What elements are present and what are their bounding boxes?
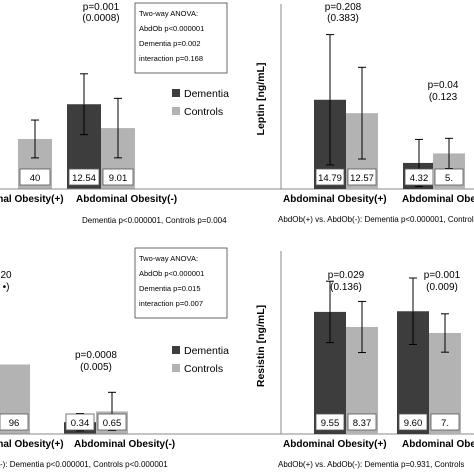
p-value-annotation: p=0.04 — [428, 80, 459, 91]
legend-label-dementia: Dementia — [184, 345, 229, 357]
y-axis-label: Resistin [ng/mL] — [255, 305, 267, 387]
x-tick-label: Abdominal Obesity(+) — [283, 439, 387, 450]
anova-text: Dementia p=0.002 — [139, 39, 201, 48]
chart-panel-top-right: 14.79 4.32 12.57 5. Abdominal Obesity(+) Abdo… — [0, 2, 474, 224]
anova-text: interaction p=0.007 — [139, 299, 203, 308]
legend-swatch-controls — [172, 364, 180, 372]
y-axis-label: Leptin [ng/mL] — [255, 63, 267, 136]
data-label: 8.37 — [353, 418, 372, 429]
data-label: 9.55 — [321, 418, 340, 429]
data-label-box — [430, 413, 460, 431]
legend-swatch-controls — [172, 107, 180, 115]
data-label-box — [347, 413, 377, 431]
legend-label-dementia: Dementia — [184, 88, 229, 100]
data-label-box — [347, 168, 377, 186]
x-tick-label: Abdominal Obesity(-) — [402, 439, 474, 450]
p-value-annotation: p=0.208 — [325, 2, 362, 13]
legend-swatch-dementia — [172, 89, 180, 97]
data-label: 0.34 — [71, 418, 90, 429]
anova-text: Two-way ANOVA: — [139, 254, 198, 263]
data-label-box — [315, 413, 345, 431]
anova-box — [134, 247, 228, 319]
data-label: 14.79 — [318, 173, 342, 184]
anova-text: Dementia p=0.015 — [139, 284, 201, 293]
data-label: 12.57 — [350, 173, 374, 184]
p-value-annotation: (0.005) — [80, 362, 112, 373]
data-label-box — [398, 413, 428, 431]
legend: Dementia Controls — [172, 88, 229, 118]
p-value-annotation: (0.009) — [426, 282, 458, 293]
data-label-box — [434, 168, 464, 186]
data-label-box — [102, 168, 134, 186]
legend-label-controls: Controls — [184, 363, 223, 375]
data-label: 5. — [445, 173, 453, 184]
data-label-box — [19, 168, 51, 186]
footnote: AbdOb(+) vs. AbdOb(-): Dementia p=0.931,… — [278, 460, 464, 469]
x-tick-label: Abdominal Obesity(+) — [283, 194, 387, 205]
anova-text: interaction p=0.168 — [139, 54, 203, 63]
data-label: 9.60 — [404, 418, 423, 429]
data-label-box — [68, 168, 100, 186]
data-label: 4.32 — [410, 173, 429, 184]
legend-swatch-dementia — [172, 346, 180, 354]
x-tick-label: Abdominal Obesity(-) — [76, 194, 177, 205]
p-value-annotation: (0.136) — [330, 282, 362, 293]
data-label-box — [315, 168, 345, 186]
footnote: -): Dementia p<0.000001, Controls p<0.00… — [0, 460, 168, 469]
data-label: 12.54 — [72, 173, 96, 184]
p-value-annotation: p=0.029 — [328, 270, 365, 281]
p-value-annotation: •) — [3, 282, 10, 293]
data-label: 9.01 — [109, 173, 128, 184]
p-value-annotation: p=0.0008 — [75, 350, 117, 361]
chart-panel-top-left: 12.54 40 9.01 Abdominal Obesity(+) Abdominal… — [0, 2, 232, 225]
anova-box — [134, 2, 228, 74]
p-value-annotation: (0.383) — [327, 13, 359, 24]
x-tick-label: Abdominal Obesity(-) — [74, 439, 175, 450]
data-label: 0.65 — [103, 418, 122, 429]
x-tick-label: Abdominal Obesity(+) — [0, 439, 64, 450]
chart-panel-bottom-left: 0.34 96 0.65 Abdominal Obesity(+) Abdominal … — [0, 247, 232, 469]
legend-label-controls: Controls — [184, 106, 223, 118]
p-value-annotation: p=0.001 — [83, 2, 120, 13]
x-tick-label: Abdominal Obesity(-) — [402, 194, 474, 205]
p-value-annotation: (0.0008) — [82, 13, 119, 24]
p-value-annotation: (0.123 — [429, 92, 458, 103]
data-label-box — [0, 413, 29, 431]
data-label-box — [97, 413, 127, 431]
anova-text: AbdOb p<0.000001 — [139, 24, 204, 33]
footnote: Dementia p<0.000001, Controls p=0.004 — [82, 216, 227, 225]
p-value-annotation: p=0.001 — [424, 270, 461, 281]
data-label-box — [65, 413, 95, 431]
footnote: AbdOb(+) vs. AbdOb(-): Dementia p<0.0000… — [278, 215, 474, 224]
data-label: 40 — [30, 173, 41, 184]
data-label: 96 — [9, 418, 20, 429]
data-label: 7. — [441, 418, 449, 429]
anova-text: AbdOb p<0.000001 — [139, 269, 204, 278]
chart-panel-bottom-right: 9.55 9.60 8.37 7. Abdominal Obesity(+) Abdomi… — [0, 251, 474, 469]
p-value-annotation: 20 — [0, 270, 12, 281]
legend: Dementia Controls — [172, 345, 229, 375]
x-tick-label: Abdominal Obesity(+) — [0, 194, 64, 205]
anova-text: Two-way ANOVA: — [139, 9, 198, 18]
